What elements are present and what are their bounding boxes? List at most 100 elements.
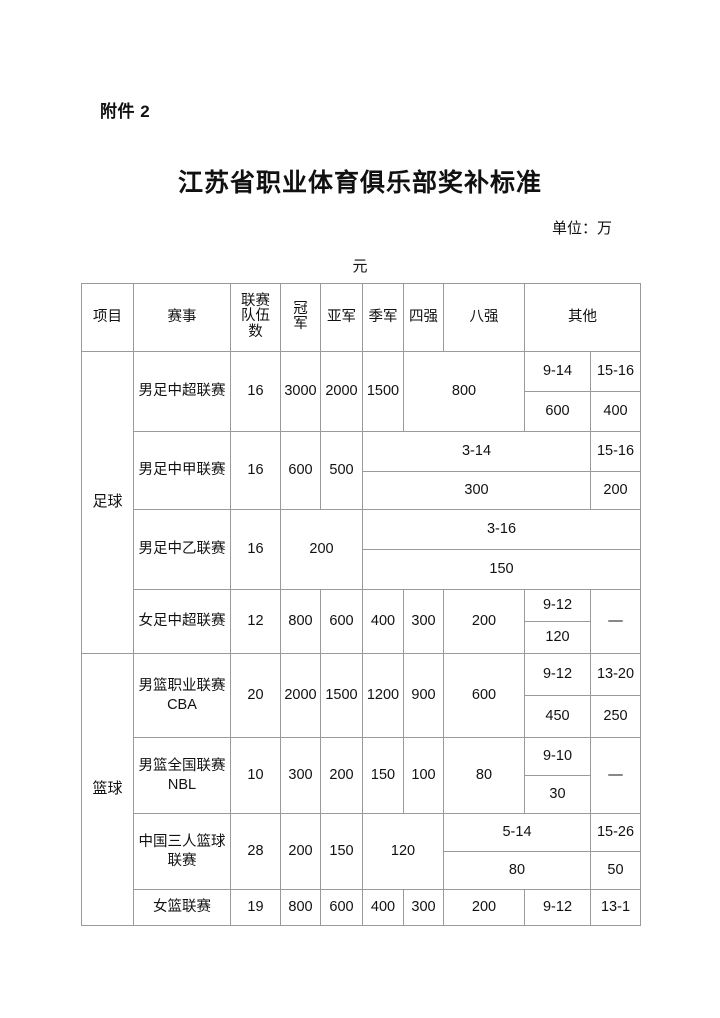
- table-header-row: 项目 赛事 联赛 队伍 数 冠 军 亚军 季军 四强: [81, 283, 641, 352]
- event-name: 女篮联赛: [133, 889, 231, 926]
- award-standards-table: 项目 赛事 联赛 队伍 数 冠 军 亚军 季军 四强: [81, 283, 641, 926]
- cell-other-right-value: 400: [590, 391, 641, 432]
- table-row: 篮球 男篮职业联赛 CBA 20 2000 1500 1200 900 600 …: [81, 653, 641, 926]
- unit-label: 单位：万: [551, 220, 612, 237]
- cell-wide-value: 300: [362, 471, 591, 510]
- cell-runner-up: 600: [320, 889, 363, 926]
- event-name-line-1: 男篮职业联赛: [138, 678, 226, 695]
- cell-team-count: 16: [230, 509, 281, 590]
- cell-wide-range: 3-14: [362, 431, 591, 472]
- attachment-label: 附件 2: [100, 102, 151, 121]
- cell-other-left-range: 9-12: [524, 589, 591, 622]
- cell-other-right-value: —: [590, 589, 641, 654]
- event-name-line-1: 男篮全国联赛: [138, 758, 226, 775]
- cell-top8: 200: [443, 589, 525, 654]
- table-row-sub: 450 250: [82, 695, 641, 738]
- header-team-count: 联赛 队伍 数: [230, 283, 281, 352]
- header-category: 项目: [81, 283, 134, 352]
- header-top8: 八强: [443, 283, 525, 352]
- event-name: 男足中乙联赛: [133, 509, 231, 590]
- event-name: 中国三人篮球 联赛: [133, 813, 231, 890]
- event-name-line-1: 中国三人篮球: [138, 834, 226, 851]
- cell-other-right-range: 15-16: [590, 431, 641, 472]
- header-champion-line-2: 军: [293, 316, 308, 333]
- cell-champion: 200: [280, 813, 321, 890]
- cell-runner-up: 200: [320, 737, 363, 814]
- cell-top4: 300: [403, 589, 444, 654]
- page-title: 江苏省职业体育俱乐部奖补标准: [177, 169, 542, 197]
- table-row-sub: 80 50: [82, 851, 641, 890]
- cell-team-count: 12: [230, 589, 281, 654]
- cell-other-right-range: 15-16: [590, 351, 641, 392]
- cell-champion: 300: [280, 737, 321, 814]
- cell-third-top4-merged: 120: [362, 813, 444, 890]
- cell-team-count: 10: [230, 737, 281, 814]
- cell-top4: 300: [403, 889, 444, 926]
- table-row-sub: 150: [82, 549, 641, 590]
- header-third-place: 季军: [362, 283, 404, 352]
- cell-other-left-range: 9-10: [524, 737, 591, 776]
- cell-other-right-value: 50: [590, 851, 641, 890]
- cell-other-left-range: 5-14: [443, 813, 591, 852]
- cell-team-count: 16: [230, 351, 281, 432]
- section-label-basketball: 篮球: [81, 653, 134, 926]
- cell-third-place: 400: [362, 889, 404, 926]
- cell-top4-top8-merged: 800: [403, 351, 525, 432]
- cell-other-right-value: —: [590, 737, 641, 814]
- cell-team-count: 28: [230, 813, 281, 890]
- unit-label-second-line: 元: [352, 258, 368, 275]
- header-team-count-line-3: 数: [248, 324, 263, 341]
- cell-other-right-value: 200: [590, 471, 641, 510]
- cell-champion: 800: [280, 589, 321, 654]
- header-champion: 冠 军: [280, 283, 321, 352]
- header-event: 赛事: [133, 283, 231, 352]
- header-top4: 四强: [403, 283, 444, 352]
- cell-other-right-range: 15-26: [590, 813, 641, 852]
- cell-other-right-value: 250: [590, 695, 641, 738]
- event-name: 男足中甲联赛: [133, 431, 231, 510]
- cell-top8: 80: [443, 737, 525, 814]
- header-team-count-line-1: 联赛: [241, 292, 270, 309]
- cell-other-left-value: 80: [443, 851, 591, 890]
- cell-third-place: 1500: [362, 351, 404, 432]
- section-label-football: 足球: [81, 351, 134, 654]
- cell-other-left-value: 450: [524, 695, 591, 738]
- cell-team-count: 19: [230, 889, 281, 926]
- table-row: 男足中甲联赛 16 600 500 3-14 15-16: [82, 431, 641, 510]
- cell-runner-up: 150: [320, 813, 363, 890]
- cell-top4: 100: [403, 737, 444, 814]
- event-name: 男篮职业联赛 CBA: [133, 653, 231, 738]
- cell-champion-runner-merged: 200: [280, 509, 363, 590]
- table-row: 男篮全国联赛 NBL 10 300 200 150 100 80 9-10 —: [82, 737, 641, 814]
- header-champion-line-1: 冠: [293, 300, 308, 317]
- cell-wide-value: 150: [362, 549, 641, 590]
- table-row: 中国三人篮球 联赛 28 200 150 120 5-14 15-26: [82, 813, 641, 890]
- header-runner-up: 亚军: [320, 283, 363, 352]
- cell-other-left-range: 9-14: [524, 351, 591, 392]
- cell-runner-up: 1500: [320, 653, 363, 738]
- cell-team-count: 16: [230, 431, 281, 510]
- cell-champion: 3000: [280, 351, 321, 432]
- table-row: 足球 男足中超联赛 16 3000 2000 1500 800 9-14 15-…: [81, 351, 641, 654]
- cell-team-count: 20: [230, 653, 281, 738]
- table-row: 男足中乙联赛 16 200 3-16: [82, 509, 641, 590]
- event-name-line-2: NBL: [167, 776, 197, 793]
- cell-other-left-value: 120: [524, 621, 591, 654]
- event-name: 男足中超联赛: [133, 351, 231, 432]
- cell-other-right-range: 13-1: [590, 889, 641, 926]
- cell-champion: 2000: [280, 653, 321, 738]
- table-row-sub: 600 400: [82, 391, 641, 432]
- cell-other-left-value: 600: [524, 391, 591, 432]
- cell-other-left-value: 30: [524, 775, 591, 814]
- cell-wide-range: 3-16: [362, 509, 641, 550]
- cell-runner-up: 600: [320, 589, 363, 654]
- cell-third-place: 1200: [362, 653, 404, 738]
- cell-other-right-range: 13-20: [590, 653, 641, 696]
- event-name-line-2: CBA: [167, 696, 197, 713]
- cell-top8: 600: [443, 653, 525, 738]
- cell-champion: 800: [280, 889, 321, 926]
- cell-runner-up: 2000: [320, 351, 363, 432]
- cell-champion: 600: [280, 431, 321, 510]
- cell-third-place: 400: [362, 589, 404, 654]
